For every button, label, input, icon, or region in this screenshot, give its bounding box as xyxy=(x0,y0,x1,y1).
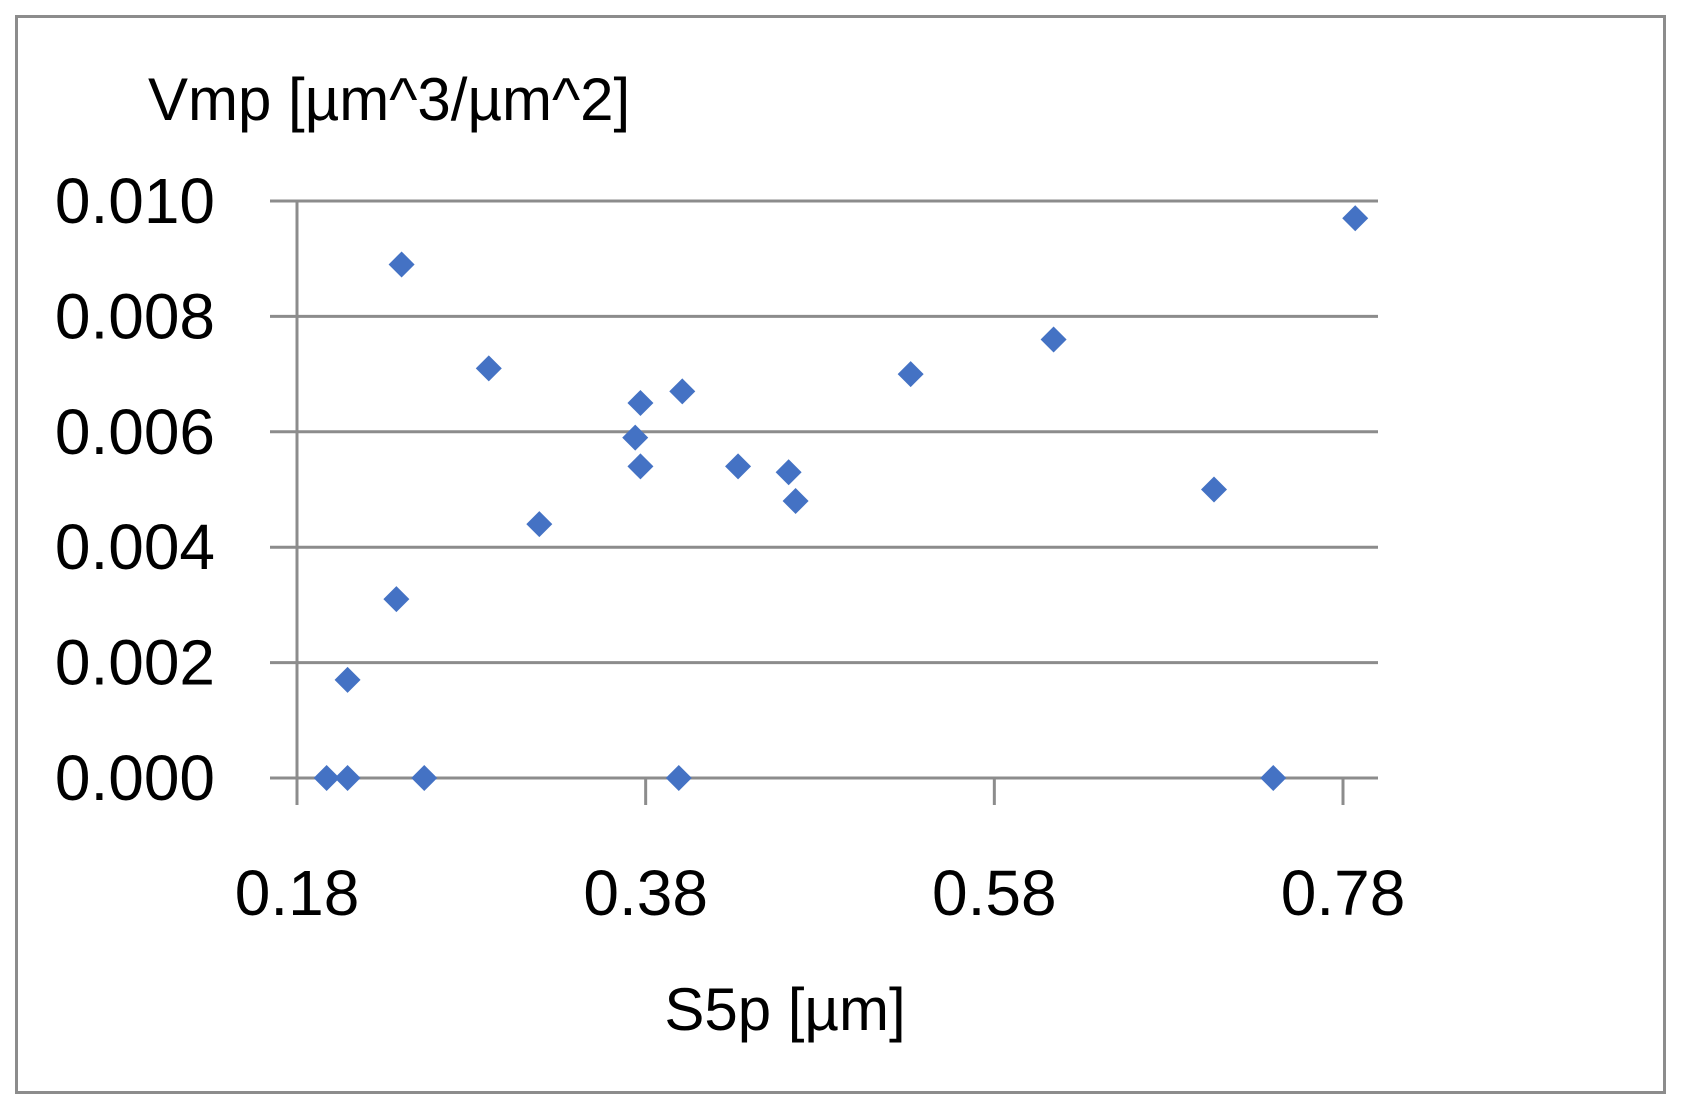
data-point xyxy=(383,586,410,613)
x-tick-label: 0.58 xyxy=(932,857,1057,929)
gridlines xyxy=(270,199,1378,780)
data-point xyxy=(775,459,802,486)
data-point xyxy=(334,765,361,791)
data-point xyxy=(411,765,438,791)
data-point xyxy=(1342,205,1369,232)
y-tick-label: 0.008 xyxy=(55,280,215,352)
data-point xyxy=(627,453,654,480)
x-tick-label: 0.38 xyxy=(583,857,708,929)
data-point xyxy=(1040,326,1067,353)
y-tick-label: 0.002 xyxy=(55,627,215,699)
data-point xyxy=(1260,765,1287,791)
y-tick-label: 0.010 xyxy=(55,165,215,237)
data-point xyxy=(627,389,654,416)
x-axis-label: S5p [µm] xyxy=(664,976,905,1043)
tick-labels: 0.000 0.002 0.004 0.006 0.008 0.010 0.18 0.38 0.… xyxy=(55,165,1405,929)
data-point xyxy=(334,666,361,693)
data-point xyxy=(725,453,752,480)
data-point xyxy=(526,511,553,538)
data-point xyxy=(665,765,692,791)
data-point xyxy=(897,361,924,388)
chart-frame xyxy=(15,15,1666,1094)
y-axis-label: Vmp [µm^3/µm^2] xyxy=(148,66,630,133)
data-point xyxy=(475,355,502,382)
y-tick-label: 0.006 xyxy=(55,396,215,468)
data-point xyxy=(1200,476,1227,503)
x-tick-label: 0.78 xyxy=(1281,857,1406,929)
data-point xyxy=(313,765,340,791)
data-points xyxy=(313,205,1369,791)
data-point xyxy=(669,378,696,405)
y-tick-label: 0.000 xyxy=(55,742,215,814)
data-point xyxy=(622,424,649,451)
x-tick-label: 0.18 xyxy=(235,857,360,929)
axes xyxy=(295,201,1345,805)
data-point xyxy=(782,488,809,515)
y-tick-label: 0.004 xyxy=(55,511,215,583)
data-point xyxy=(388,251,415,278)
